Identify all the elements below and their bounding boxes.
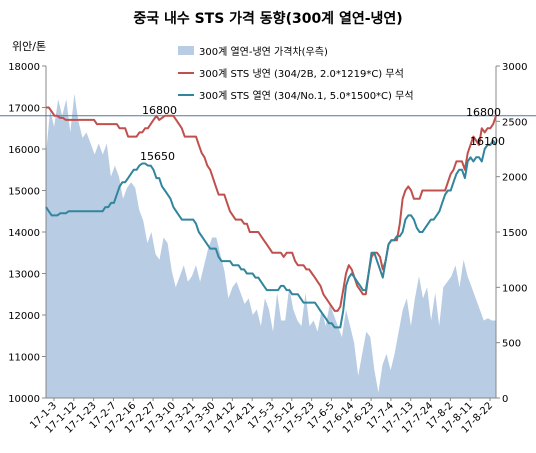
plot-area: 1000011000120001300014000150001600017000…: [0, 62, 536, 436]
y-tick-label-right: 0: [502, 394, 508, 405]
legend-swatch-spread: [178, 46, 194, 55]
y-tick-label-left: 16000: [8, 145, 40, 156]
annotation-cold-end: 16800: [466, 106, 501, 119]
line-series-hot-rolled: [45, 139, 497, 329]
area-series-spread: [46, 93, 496, 398]
y-tick-label-right: 1500: [502, 228, 527, 239]
y-tick-label-right: 500: [502, 339, 521, 350]
y-tick-label-right: 2500: [502, 117, 527, 128]
y-tick-label-left: 14000: [8, 228, 40, 239]
annotation-hot-end: 16100: [470, 135, 505, 148]
y-tick-label-left: 10000: [8, 394, 40, 405]
line-series-cold-rolled: [46, 106, 497, 312]
legend-label-hot: 300계 STS 열연 (304/No.1, 5.0*1500*C) 무석: [199, 90, 414, 102]
y-tick-label-right: 2000: [502, 173, 527, 184]
y-tick-label-left: 18000: [8, 62, 40, 73]
y-tick-label-right: 1000: [502, 283, 527, 294]
y-axis-left-unit: 위안/톤: [12, 40, 46, 53]
annotation-cold-peak: 16800: [142, 104, 177, 117]
y-tick-label-left: 15000: [8, 187, 40, 198]
legend: 300계 열연-냉연 가격차(우측) 300계 STS 냉연 (304/2B, …: [178, 45, 414, 102]
y-tick-label-right: 3000: [502, 62, 527, 73]
y-tick-label-left: 11000: [8, 353, 40, 364]
annotation-hot-peak: 15650: [140, 150, 175, 163]
y-tick-label-left: 13000: [8, 270, 40, 281]
legend-label-cold: 300계 STS 냉연 (304/2B, 2.0*1219*C) 무석: [199, 68, 404, 80]
chart-title: 중국 내수 STS 가격 동향(300계 열연-냉연): [133, 10, 402, 27]
y-tick-label-left: 12000: [8, 311, 40, 322]
legend-label-spread: 300계 열연-냉연 가격차(우측): [199, 45, 328, 58]
y-tick-label-left: 17000: [8, 104, 40, 115]
